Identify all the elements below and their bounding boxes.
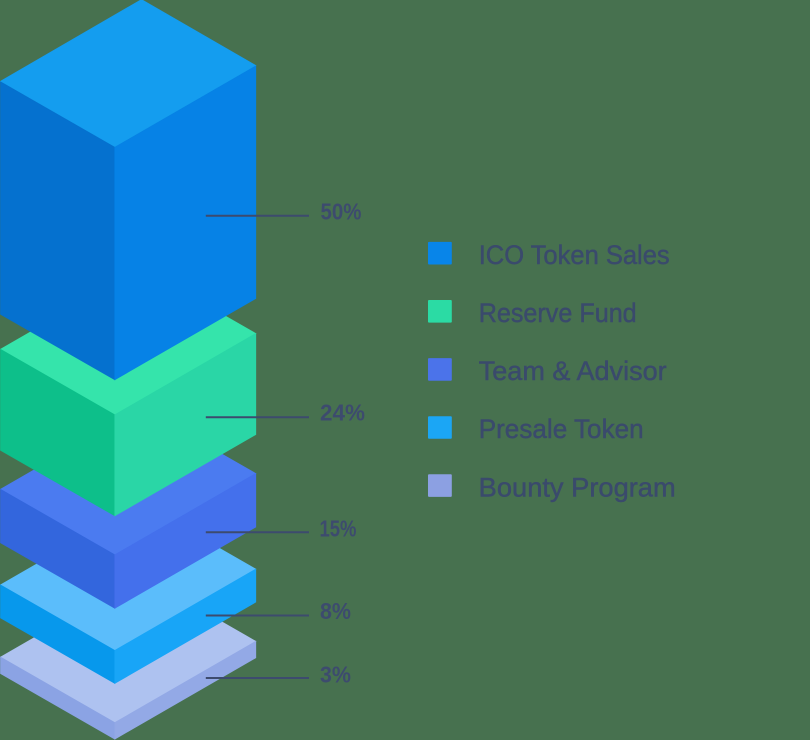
svg-text:Reserve Fund: Reserve Fund	[479, 298, 637, 328]
svg-text:24%: 24%	[320, 399, 365, 425]
svg-text:Bounty Program: Bounty Program	[479, 472, 676, 502]
svg-text:8%: 8%	[320, 598, 351, 624]
svg-text:50%: 50%	[321, 199, 362, 225]
svg-text:15%: 15%	[320, 515, 357, 541]
svg-text:Team & Advisor: Team & Advisor	[479, 356, 667, 386]
svg-text:3%: 3%	[320, 662, 351, 688]
svg-text:ICO Token Sales: ICO Token Sales	[479, 240, 670, 270]
svg-text:Presale Token: Presale Token	[479, 414, 644, 444]
